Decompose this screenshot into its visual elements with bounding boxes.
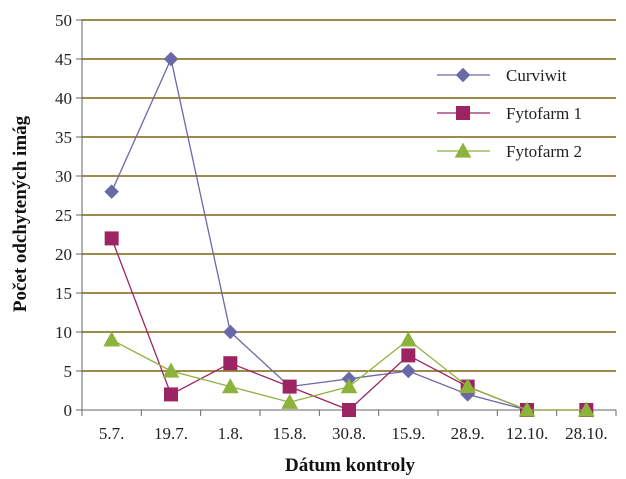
x-tick-label: 15.9. (391, 424, 425, 443)
x-tick-label: 1.8. (218, 424, 244, 443)
x-tick-label: 19.7. (154, 424, 188, 443)
y-tick-label: 5 (64, 362, 73, 381)
y-tick-label: 20 (55, 245, 72, 264)
y-tick-label: 10 (55, 323, 72, 342)
data-point-diamond (222, 324, 238, 340)
data-point-square (164, 387, 178, 402)
data-point-triangle (459, 378, 477, 394)
y-tick-label: 25 (55, 206, 72, 225)
data-point-square (223, 356, 238, 371)
x-tick-label: 15.8. (273, 424, 307, 443)
series-layer (103, 51, 595, 418)
data-point-diamond (163, 51, 179, 67)
data-point-diamond (400, 363, 416, 379)
legend-label: Curviwit (506, 66, 567, 85)
x-axis-title: Dátum kontroly (285, 455, 416, 476)
data-point-triangle (518, 401, 536, 417)
x-tick-label: 28.9. (451, 424, 485, 443)
data-point-triangle (577, 401, 595, 417)
data-point-square (401, 348, 416, 363)
y-tick-label: 35 (55, 128, 72, 147)
data-point-triangle (162, 362, 180, 378)
data-point-triangle (281, 393, 299, 409)
y-tick-label: 45 (55, 50, 72, 69)
x-tick-label: 30.8. (332, 424, 366, 443)
y-tick-label: 50 (55, 11, 72, 30)
data-point-triangle (221, 378, 239, 394)
data-point-triangle (103, 331, 121, 347)
y-tick-label: 15 (55, 284, 72, 303)
legend-marker-diamond (455, 67, 471, 83)
data-point-diamond (104, 184, 120, 199)
legend: Curviwit Fytofarm 1 Fytofarm 2 (437, 66, 582, 161)
legend-marker-square (456, 106, 470, 120)
legend-marker-triangle (454, 142, 472, 158)
data-point-square (282, 379, 297, 394)
series-fytofarm-2 (103, 331, 595, 417)
legend-item: Fytofarm 1 (437, 104, 582, 123)
legend-label: Fytofarm 1 (506, 104, 582, 123)
x-tick-label: 12.10. (506, 424, 549, 443)
legend-item: Fytofarm 2 (437, 142, 582, 161)
y-tick-label: 30 (55, 167, 72, 186)
gridlines (82, 19, 616, 372)
series-line (111, 56, 528, 411)
x-axis-ticks: 5.7. 19.7. 1.8. 15.8. 30.8. 15.9. 28.9. 12.10. 2… (81, 410, 617, 443)
x-tick-label: 28.10. (565, 424, 608, 443)
y-tick-label: 0 (64, 401, 73, 420)
data-point-square (342, 403, 356, 417)
legend-item: Curviwit (437, 66, 567, 85)
y-axis-title: Počet odchytených imág (10, 115, 31, 312)
x-tick-label: 5.7. (99, 424, 125, 443)
data-point-triangle (340, 378, 358, 394)
data-point-square (104, 231, 119, 246)
y-tick-label: 40 (55, 89, 72, 108)
data-point-triangle (399, 331, 417, 347)
legend-label: Fytofarm 2 (506, 142, 582, 161)
y-axis-ticks: 0 5 10 15 20 25 30 35 40 45 50 (55, 11, 82, 420)
